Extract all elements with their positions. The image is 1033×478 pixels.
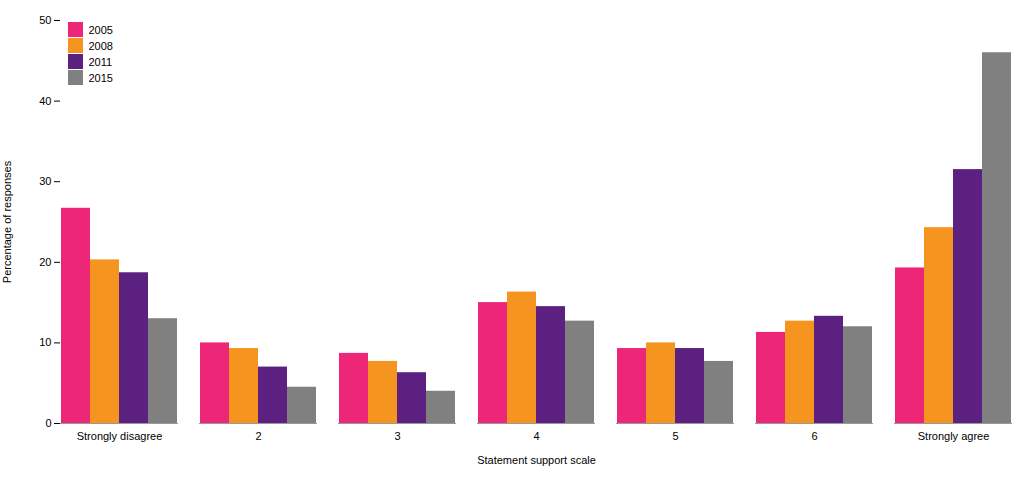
svg-text:2: 2: [255, 430, 261, 442]
svg-text:6: 6: [811, 430, 817, 442]
svg-text:20: 20: [39, 256, 51, 268]
svg-text:Strongly agree: Strongly agree: [918, 430, 990, 442]
svg-text:50: 50: [39, 14, 51, 26]
svg-text:4: 4: [533, 430, 539, 442]
svg-text:Strongly disagree: Strongly disagree: [77, 430, 163, 442]
svg-text:5: 5: [672, 430, 678, 442]
html-text:2008: 2008: [88, 39, 113, 52]
svg-text:3: 3: [394, 430, 400, 442]
svg-text:0: 0: [45, 417, 51, 429]
svg-text:10: 10: [39, 336, 51, 348]
html-text:2011: 2011: [88, 55, 113, 68]
svg-text:Statement support scale: Statement support scale: [477, 454, 596, 466]
html-text:2005: 2005: [88, 23, 113, 36]
html-text:2015: 2015: [88, 71, 113, 84]
svg-text:30: 30: [39, 175, 51, 187]
svg-text:40: 40: [39, 95, 51, 107]
svg-text:Percentage of responses: Percentage of responses: [1, 160, 13, 283]
